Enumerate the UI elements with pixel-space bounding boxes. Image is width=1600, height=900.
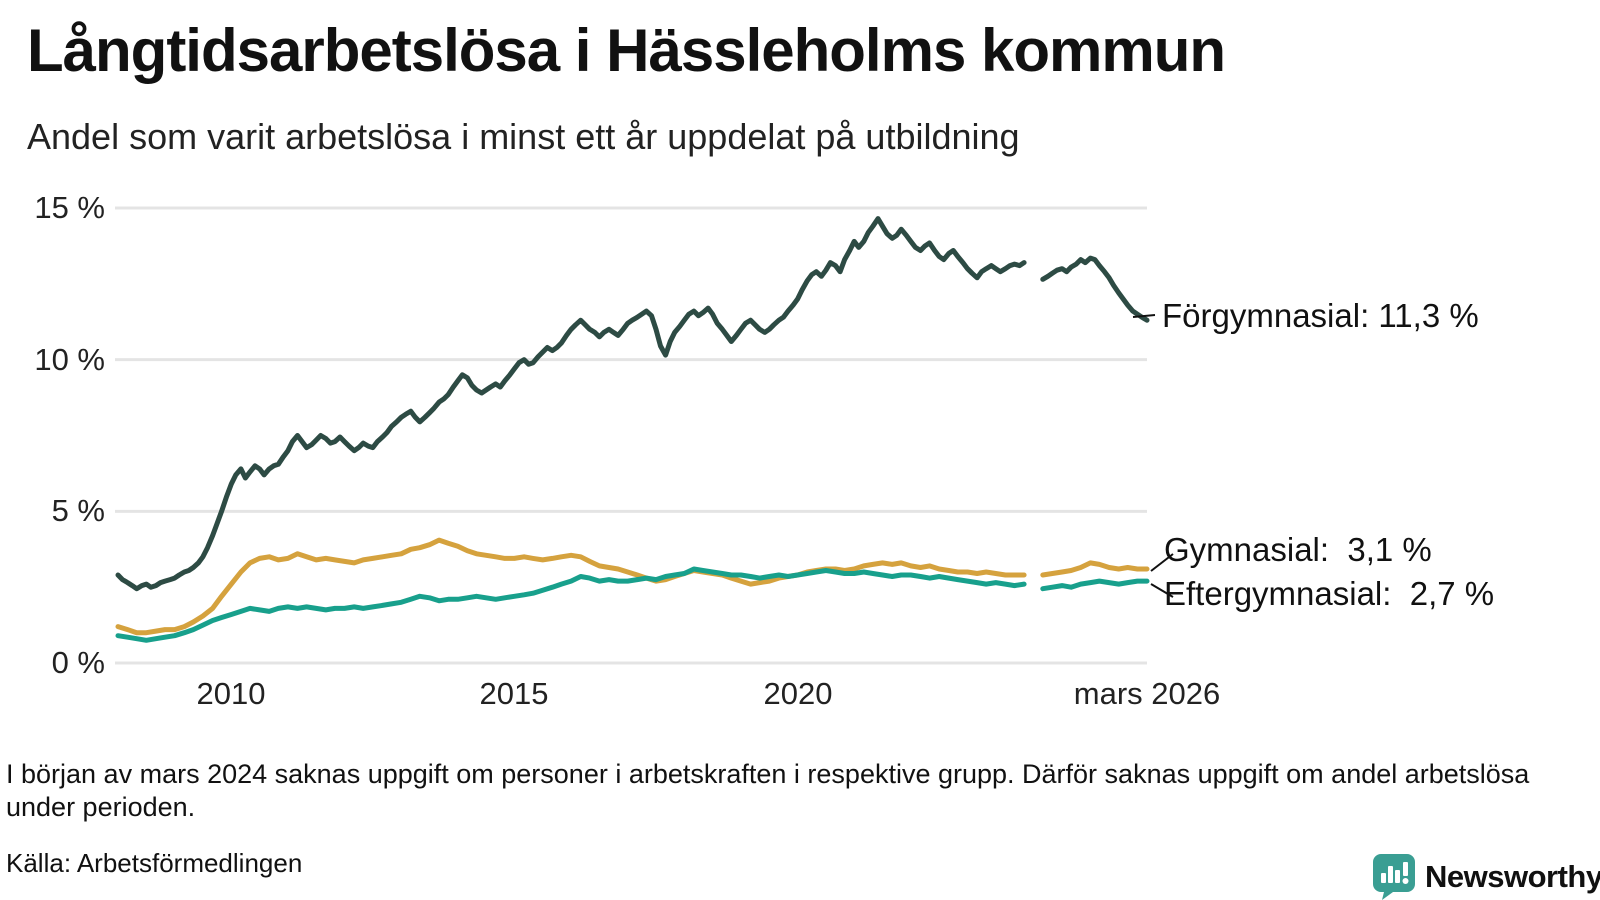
footnote-text: I början av mars 2024 saknas uppgift om … <box>6 759 1530 822</box>
newsworthy-logo-icon <box>1373 854 1415 900</box>
series-line-eftergymnasial-seg2 <box>1040 578 1150 592</box>
x-axis-tick-2010: 2010 <box>196 676 266 711</box>
series-end-label-forgymnasial: Förgymnasial: 11,3 % <box>1162 297 1479 334</box>
series-line-eftergymnasial-seg1 <box>115 566 1027 643</box>
page-subtitle: Andel som varit arbetslösa i minst ett å… <box>27 116 1020 157</box>
x-axis-tick-2015: 2015 <box>479 676 549 711</box>
series-line-förgymnasial-seg2 <box>1040 255 1150 323</box>
series-line-gymnasial-seg2 <box>1040 560 1150 578</box>
series-end-label-gymnasial: Gymnasial: 3,1 % <box>1164 531 1432 568</box>
y-axis-tick-15: 15 % <box>34 190 105 225</box>
series-line-gymnasial-seg1 <box>115 537 1027 636</box>
newsworthy-logo-text: Newsworthy <box>1425 859 1600 894</box>
label-connector-gymnasial <box>1150 553 1174 572</box>
newsworthy-branding: Newsworthy <box>1373 854 1600 900</box>
series-line-förgymnasial-seg1 <box>115 216 1027 592</box>
y-axis-tick-0: 0 % <box>51 645 105 680</box>
label-connector-eftergymnasial <box>1150 583 1174 598</box>
label-connector-forgymnasial <box>1132 314 1156 318</box>
page-title: Långtidsarbetslösa i Hässleholms kommun <box>27 17 1226 84</box>
y-axis-tick-10: 10 % <box>34 341 105 377</box>
series-end-label-eftergymnasial: Eftergymnasial: 2,7 % <box>1164 575 1495 612</box>
source-text: Källa: Arbetsförmedlingen <box>6 848 303 878</box>
x-axis-tick-mars-2026: mars 2026 <box>1073 676 1221 711</box>
x-axis-tick-2020: 2020 <box>763 676 833 711</box>
y-axis-tick-5: 5 % <box>51 493 105 529</box>
